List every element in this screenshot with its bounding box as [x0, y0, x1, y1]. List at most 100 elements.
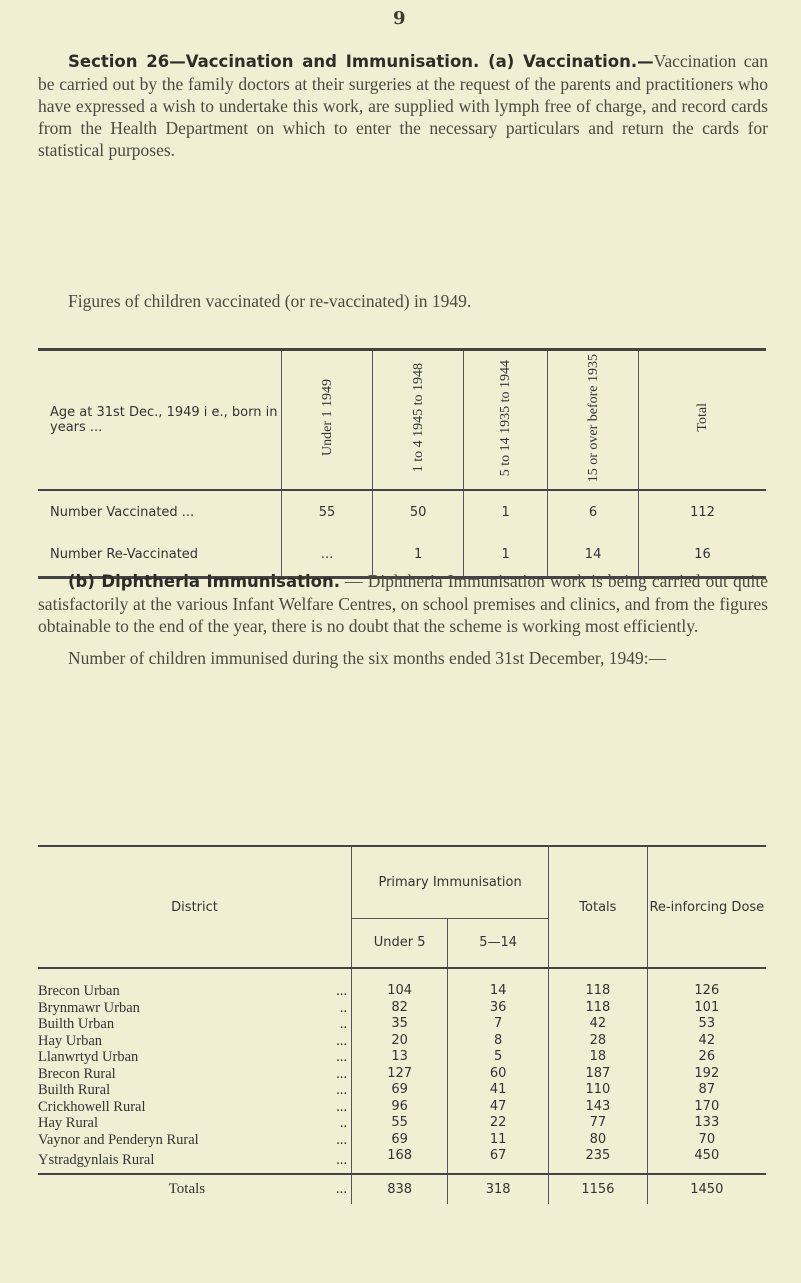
- page-number: 9: [393, 8, 406, 29]
- table-row: Number Re-Vaccinated... 1 1 14 16: [38, 533, 766, 578]
- cell: 8: [447, 1032, 549, 1049]
- cell: 1: [463, 533, 548, 578]
- cell: 235: [548, 1148, 648, 1174]
- cell: 118: [548, 968, 648, 1000]
- cell: 35: [351, 1016, 448, 1033]
- section-heading: Section 26—Vaccination and Immunisation.…: [68, 52, 654, 71]
- paragraph-diphtheria: — Diphtheria Immunisation work is being …: [38, 571, 768, 636]
- cell: 112: [638, 489, 766, 534]
- cell: 6: [547, 489, 639, 534]
- table-row: Hay Urban... 20 8 28 42: [38, 1032, 766, 1049]
- totals-label: Totals: [168, 1180, 206, 1197]
- table-row: Vaynor and Penderyn Rural... 69 11 80 70: [38, 1131, 766, 1148]
- district-name: Crickhowell Rural: [38, 1098, 146, 1115]
- cell: 1: [463, 489, 548, 534]
- totals-header: Totals: [548, 846, 648, 968]
- cell: 11: [447, 1131, 549, 1148]
- cell: 127: [351, 1065, 448, 1082]
- col-header: 15 or over before 1935: [585, 353, 601, 482]
- cell: 16: [638, 533, 766, 578]
- cell: 104: [351, 968, 448, 1000]
- table-row: Crickhowell Rural... 96 47 143 170: [38, 1098, 766, 1115]
- cell: 133: [646, 1115, 766, 1132]
- district-name: Ystradgynlais Rural: [38, 1152, 155, 1168]
- cell: 118: [548, 999, 648, 1016]
- col-header: 5 to 14 1935 to 1944: [498, 359, 514, 476]
- total-cell: 318: [447, 1172, 549, 1204]
- cell: 126: [646, 968, 766, 1000]
- table-row: Hay Rural.. 55 22 77 133: [38, 1115, 766, 1132]
- cell: 101: [646, 999, 766, 1016]
- under5-header: Under 5: [351, 918, 448, 968]
- table-row: Brynmawr Urban.. 82 36 118 101: [38, 999, 766, 1016]
- district-name: Hay Urban: [38, 1032, 103, 1049]
- district-name: Brynmawr Urban: [38, 999, 140, 1016]
- table-row: Builth Urban.. 35 7 42 53: [38, 1016, 766, 1033]
- cell: 26: [646, 1049, 766, 1066]
- cell: 80: [548, 1131, 648, 1148]
- table2-caption: Number of children immunised during the …: [68, 648, 667, 668]
- cell: 42: [548, 1016, 648, 1033]
- district-name: Hay Rural: [38, 1115, 98, 1131]
- cell: 50: [372, 489, 464, 534]
- cell: 28: [548, 1032, 648, 1049]
- cell: 1: [372, 533, 464, 578]
- section-a: Section 26—Vaccination and Immunisation.…: [38, 50, 768, 161]
- cell: 5: [447, 1049, 549, 1066]
- cell: 13: [351, 1049, 448, 1066]
- row-label: Number Re-Vaccinated: [50, 547, 199, 563]
- district-name: Builth Rural: [38, 1082, 111, 1098]
- cell: 110: [548, 1082, 648, 1099]
- table1-caption: Figures of children vaccinated (or re-va…: [68, 291, 472, 311]
- row-label: Number Vaccinated ...: [50, 504, 195, 520]
- cell: 55: [351, 1115, 448, 1132]
- cell: 96: [351, 1098, 448, 1115]
- cell: 36: [447, 999, 549, 1016]
- total-cell: 1450: [646, 1172, 766, 1204]
- cell: 187: [548, 1065, 648, 1082]
- cell: 192: [646, 1065, 766, 1082]
- cell: 18: [548, 1049, 648, 1066]
- cell: 41: [447, 1082, 549, 1099]
- cell: 22: [447, 1115, 549, 1132]
- col-header: 1 to 4 1945 to 1948: [410, 363, 426, 473]
- vaccination-table: Age at 31st Dec., 1949 i e., born in yea…: [38, 348, 766, 579]
- immunisation-table: District Primary Immunisation Totals Re-…: [38, 845, 766, 1204]
- cell: 168: [351, 1148, 448, 1174]
- table-row: Ystradgynlais Rural... 168 67 235 450: [38, 1148, 766, 1174]
- total-cell: 838: [351, 1172, 448, 1204]
- cell: 450: [646, 1148, 766, 1174]
- table-row: Brecon Urban... 104 14 118 126: [38, 968, 766, 1000]
- cell: 55: [280, 489, 373, 534]
- cell: 77: [548, 1115, 648, 1132]
- cell: 14: [447, 968, 549, 1000]
- reinforcing-header: Re-inforcing Dose: [646, 846, 766, 968]
- col-header: Under 1 1949: [319, 379, 335, 457]
- district-name: Brecon Rural: [38, 1065, 116, 1082]
- col-header: Total: [695, 403, 711, 433]
- cell: 143: [548, 1098, 648, 1115]
- cell: 67: [447, 1148, 549, 1174]
- district-name: Brecon Urban: [38, 983, 120, 999]
- section-b-heading: (b) Diphtheria Immunisation.: [68, 572, 341, 591]
- cell: 7: [447, 1016, 549, 1033]
- district-name: Llanwrtyd Urban: [38, 1049, 139, 1065]
- cell: 53: [646, 1016, 766, 1033]
- cell: 14: [547, 533, 639, 578]
- table-row: Llanwrtyd Urban... 13 5 18 26: [38, 1049, 766, 1066]
- cell: 42: [646, 1032, 766, 1049]
- district-name: Vaynor and Penderyn Rural: [38, 1131, 199, 1148]
- cell: 69: [351, 1082, 448, 1099]
- cell: 170: [646, 1098, 766, 1115]
- cell: 69: [351, 1131, 448, 1148]
- cell: 87: [646, 1082, 766, 1099]
- cell: 70: [646, 1131, 766, 1148]
- age-header: Age at 31st Dec., 1949 i e., born in yea…: [50, 404, 278, 435]
- total-cell: 1156: [548, 1172, 648, 1204]
- district-name: Builth Urban: [38, 1016, 115, 1032]
- cell: 47: [447, 1098, 549, 1115]
- district-header: District: [171, 899, 218, 915]
- cell: 20: [351, 1032, 448, 1049]
- cell: ...: [280, 533, 373, 578]
